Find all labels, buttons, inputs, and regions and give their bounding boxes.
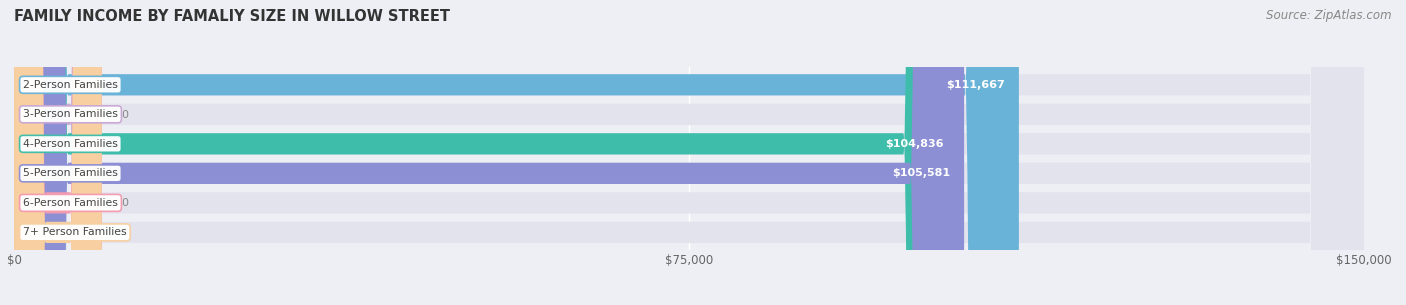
Text: $104,836: $104,836 xyxy=(886,139,943,149)
FancyBboxPatch shape xyxy=(14,0,1364,305)
FancyBboxPatch shape xyxy=(14,0,1364,305)
FancyBboxPatch shape xyxy=(14,0,1364,305)
Text: $0: $0 xyxy=(115,228,129,237)
Text: $0: $0 xyxy=(115,198,129,208)
Text: 2-Person Families: 2-Person Families xyxy=(22,80,118,90)
FancyBboxPatch shape xyxy=(14,0,101,305)
Text: 5-Person Families: 5-Person Families xyxy=(22,168,118,178)
Text: Source: ZipAtlas.com: Source: ZipAtlas.com xyxy=(1267,9,1392,22)
FancyBboxPatch shape xyxy=(14,0,101,305)
FancyBboxPatch shape xyxy=(14,0,101,305)
FancyBboxPatch shape xyxy=(14,0,965,305)
Text: 6-Person Families: 6-Person Families xyxy=(22,198,118,208)
FancyBboxPatch shape xyxy=(14,0,1364,305)
Text: 7+ Person Families: 7+ Person Families xyxy=(22,228,127,237)
FancyBboxPatch shape xyxy=(14,0,1019,305)
Text: $111,667: $111,667 xyxy=(946,80,1005,90)
Text: 3-Person Families: 3-Person Families xyxy=(22,109,118,119)
Text: 4-Person Families: 4-Person Families xyxy=(22,139,118,149)
Text: $0: $0 xyxy=(115,109,129,119)
Text: $105,581: $105,581 xyxy=(893,168,950,178)
FancyBboxPatch shape xyxy=(14,0,1364,305)
FancyBboxPatch shape xyxy=(14,0,957,305)
FancyBboxPatch shape xyxy=(14,0,1364,305)
Text: FAMILY INCOME BY FAMALIY SIZE IN WILLOW STREET: FAMILY INCOME BY FAMALIY SIZE IN WILLOW … xyxy=(14,9,450,24)
